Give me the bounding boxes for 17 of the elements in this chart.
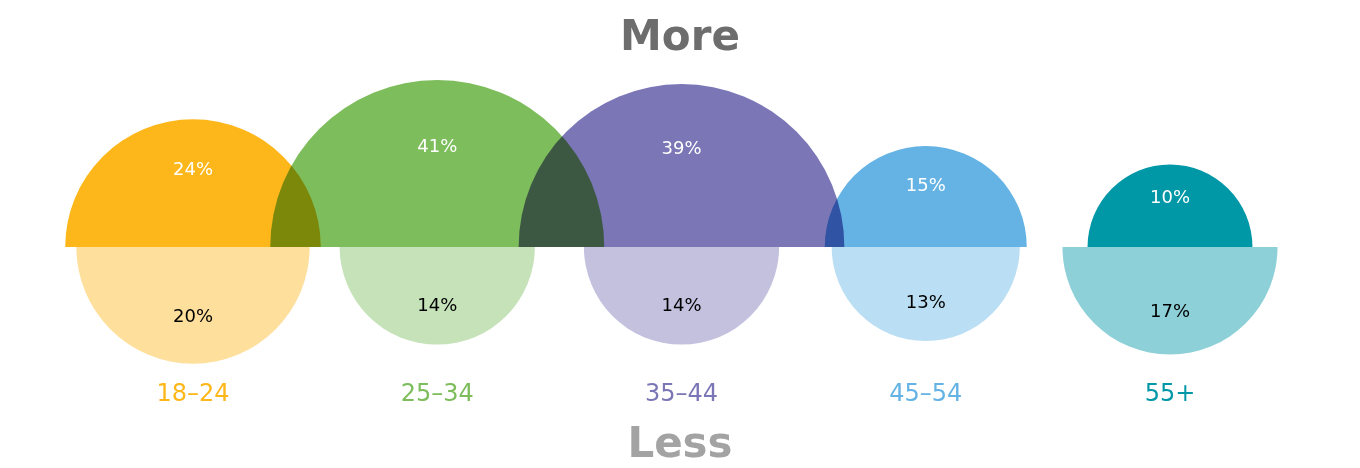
data-label: 20% — [172, 304, 214, 326]
data-label: 24% — [172, 158, 214, 180]
data-label: 10% — [1149, 185, 1191, 207]
data-label: 39% — [661, 137, 702, 159]
category-label: 35–44 — [644, 379, 719, 407]
category-label: 55+ — [1144, 379, 1196, 407]
category-label: 25–34 — [400, 379, 474, 407]
data-label: 17% — [1149, 299, 1191, 321]
data-label: 41% — [417, 134, 458, 156]
data-label: 15% — [905, 174, 946, 196]
data-label: 13% — [905, 291, 946, 313]
text: Less — [627, 418, 733, 467]
data-label: 14% — [417, 293, 458, 315]
text: More — [620, 11, 740, 60]
category-label: 18–24 — [156, 379, 230, 407]
category-label: 45–54 — [889, 379, 963, 407]
data-label: 14% — [661, 293, 702, 315]
